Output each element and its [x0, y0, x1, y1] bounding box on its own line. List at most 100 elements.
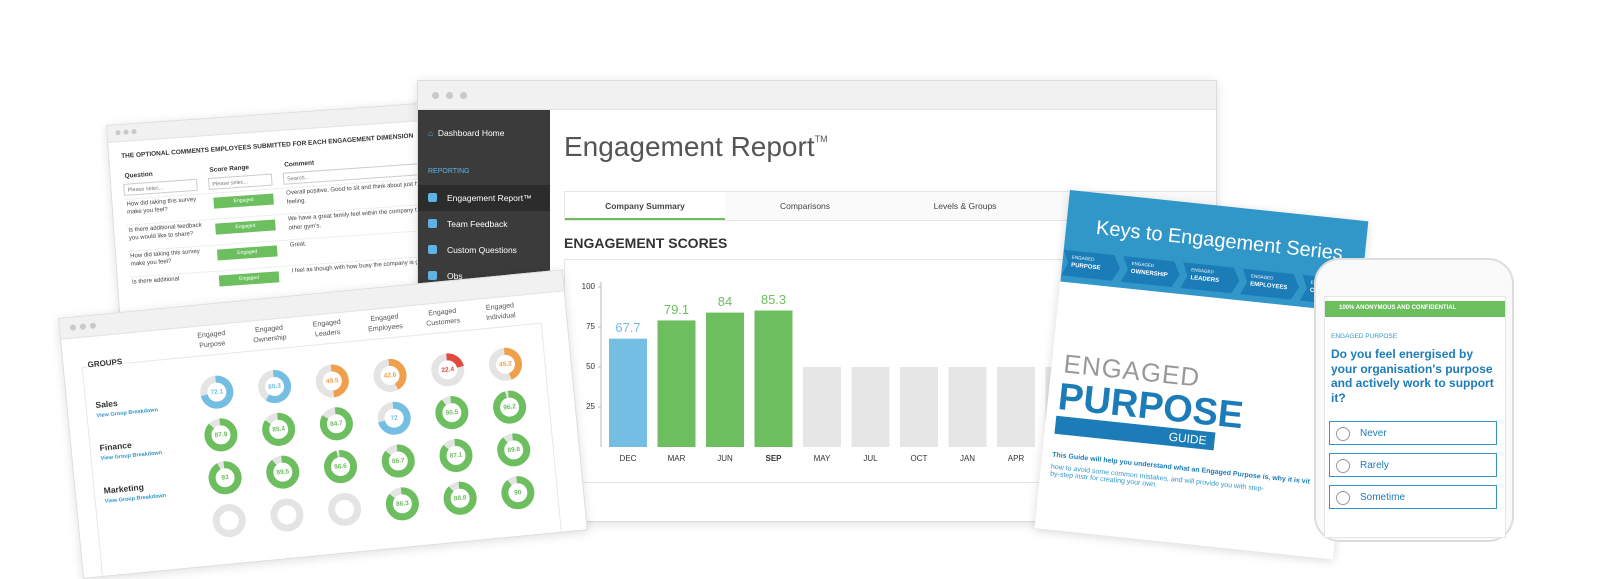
x-tick-label: MAR — [668, 454, 686, 463]
group-link[interactable]: View Group Breakdown — [105, 493, 168, 505]
donut-label: 96.2 — [503, 403, 517, 411]
chevron-text: ENGAGED — [1131, 260, 1155, 269]
chevron-text: OWNERSHIP — [1130, 268, 1168, 279]
chevron-text: ENGAGED — [1071, 254, 1095, 262]
nav-item[interactable]: ⌂ Dashboard Home — [428, 128, 505, 138]
bar — [851, 367, 890, 447]
column-header: EngagedLeaders — [312, 319, 342, 339]
groups-window: GROUPS EngagedPurpose EngagedOwnership Eng… — [58, 269, 588, 579]
score-badge: Engaged — [215, 219, 276, 235]
donut-label: 87.1 — [449, 452, 463, 460]
donut-label: 90.5 — [445, 409, 459, 417]
value-label: 85.3 — [761, 292, 786, 307]
title-bar — [418, 81, 1216, 110]
x-tick-label: DEC — [620, 454, 637, 463]
nav-section: REPORTING — [428, 168, 470, 175]
radio — [1336, 427, 1350, 441]
donut-label: 96.6 — [334, 463, 348, 471]
chevron-text: ENGAGED — [1250, 273, 1274, 281]
donut-label: 86.7 — [392, 457, 406, 465]
tab[interactable]: Levels & Groups — [933, 201, 997, 211]
nav-icon — [428, 193, 437, 202]
group-name: Marketing — [103, 482, 144, 496]
x-tick-label: JUL — [863, 454, 878, 463]
y-tick-label: 75 — [586, 322, 595, 331]
donut-label: 85.4 — [272, 425, 286, 433]
nav-icon — [428, 271, 437, 280]
donut-track — [270, 498, 304, 532]
group-link[interactable]: View Group Breakdown — [100, 450, 163, 462]
x-tick-label: JAN — [960, 454, 975, 463]
donut-label: 93 — [221, 474, 229, 482]
donut-label: 42.6 — [383, 372, 397, 380]
radio — [1336, 491, 1350, 505]
page: THE OPTIONAL COMMENTS EMPLOYEES SUBMITTE… — [58, 80, 1514, 579]
value-label: 84 — [718, 294, 732, 309]
score-badge: Engaged — [216, 245, 278, 261]
score-badge: Engaged — [218, 271, 280, 287]
chevron-text: PURPOSE — [1070, 262, 1101, 272]
group-link[interactable]: View Group Breakdown — [96, 407, 159, 419]
groups-grid: EngagedPurpose EngagedOwnership EngagedLea… — [95, 302, 535, 538]
donut-arc — [258, 370, 292, 404]
tab[interactable]: Company Summary — [565, 192, 725, 220]
phone: 100% ANONYMOUS AND CONFIDENTIAL ENGAGED … — [1314, 258, 1514, 542]
tab[interactable]: Comparisons — [779, 201, 831, 211]
nav-label: Custom Questions — [447, 245, 517, 255]
question: Do you feel energised by your organisati… — [1331, 347, 1494, 405]
donut-arc — [208, 461, 242, 495]
trademark: TM — [814, 134, 828, 144]
bar — [706, 312, 744, 447]
answer-option[interactable]: Sometime — [1329, 485, 1497, 509]
answer-option[interactable]: Rarely — [1329, 453, 1497, 477]
option-label: Never — [1360, 428, 1387, 439]
question-category: ENGAGED PURPOSE — [1331, 333, 1398, 340]
filter-input[interactable]: Please selec... — [123, 178, 198, 196]
donut-label: 86.3 — [396, 500, 410, 508]
donut-label: 90 — [514, 489, 522, 497]
column-header: EngagedEmployees — [367, 313, 404, 333]
radio — [1336, 459, 1350, 473]
score-badge: Engaged — [213, 193, 274, 209]
nav-label: Engagement Report™ — [447, 193, 532, 203]
answer-option[interactable]: Never — [1329, 421, 1497, 445]
bar — [803, 367, 841, 447]
donut-track — [328, 492, 362, 526]
nav-label: Obs — [447, 271, 463, 281]
option-label: Rarely — [1360, 460, 1389, 471]
nav-item[interactable]: Obs — [418, 263, 550, 289]
y-tick-label: 50 — [586, 362, 595, 371]
donut-arc — [266, 455, 300, 489]
section-title: ENGAGEMENT SCORES — [564, 235, 728, 251]
bar — [997, 367, 1035, 447]
donut-arc — [439, 438, 473, 472]
bar — [609, 338, 647, 447]
donut-track — [212, 504, 246, 538]
option-label: Sometime — [1360, 492, 1406, 503]
donut-arc — [200, 375, 234, 409]
donut-arc — [431, 353, 465, 387]
donut-arc — [319, 407, 353, 441]
table-header: Score Range — [209, 164, 250, 174]
nav-icon — [428, 219, 437, 228]
donut-arc — [373, 358, 407, 392]
nav-item[interactable]: Custom Questions — [418, 237, 550, 263]
filter-input[interactable]: Please selec... — [207, 173, 273, 190]
nav-item[interactable]: Team Feedback — [418, 211, 550, 237]
donut-label: 72.1 — [210, 388, 224, 396]
banner-text: 100% ANONYMOUS AND CONFIDENTIAL — [1339, 305, 1457, 311]
donut-label: 49.5 — [326, 377, 340, 385]
x-tick-label: JUN — [717, 454, 733, 463]
donut-label: 60.3 — [268, 383, 282, 391]
donut-arc — [377, 401, 411, 435]
bar — [900, 367, 938, 447]
nav-label: Dashboard Home — [437, 128, 505, 138]
donut-label: 87.9 — [214, 431, 228, 439]
value-label: 79.1 — [664, 302, 689, 317]
donut-arc — [435, 396, 469, 430]
y-tick-label: 25 — [586, 402, 595, 411]
bar — [948, 367, 987, 447]
phone-banner — [1325, 301, 1505, 317]
nav-item[interactable]: Engagement Report™ — [418, 185, 550, 211]
report-title-text: Engagement Report — [564, 131, 815, 162]
